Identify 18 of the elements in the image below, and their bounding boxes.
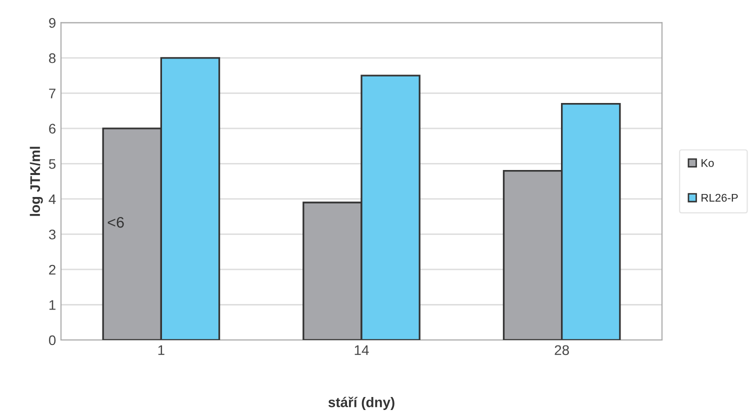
y-tick-label: 6 <box>49 124 56 134</box>
x-tick-label: 1 <box>158 345 164 355</box>
y-tick-label: 3 <box>48 230 56 240</box>
y-tick-label: 7 <box>49 88 56 98</box>
y-tick-label: 1 <box>49 300 56 310</box>
y-axis-title: log JTK/ml <box>30 146 43 216</box>
y-tick-label: 9 <box>49 18 56 28</box>
y-tick-label: 4 <box>48 194 56 204</box>
legend-label: Ko <box>702 159 714 167</box>
x-axis-title: stáří (dny) <box>328 396 394 410</box>
x-tick-label: 14 <box>354 345 369 355</box>
y-tick-label: 0 <box>48 335 56 346</box>
y-tick-label: 2 <box>49 264 56 275</box>
legend-label: RL26-P <box>702 194 738 202</box>
x-tick-label: 28 <box>554 345 569 356</box>
y-tick-label: 8 <box>49 53 56 64</box>
y-tick-label: 5 <box>48 159 56 169</box>
annotation: <6 <box>108 216 124 228</box>
